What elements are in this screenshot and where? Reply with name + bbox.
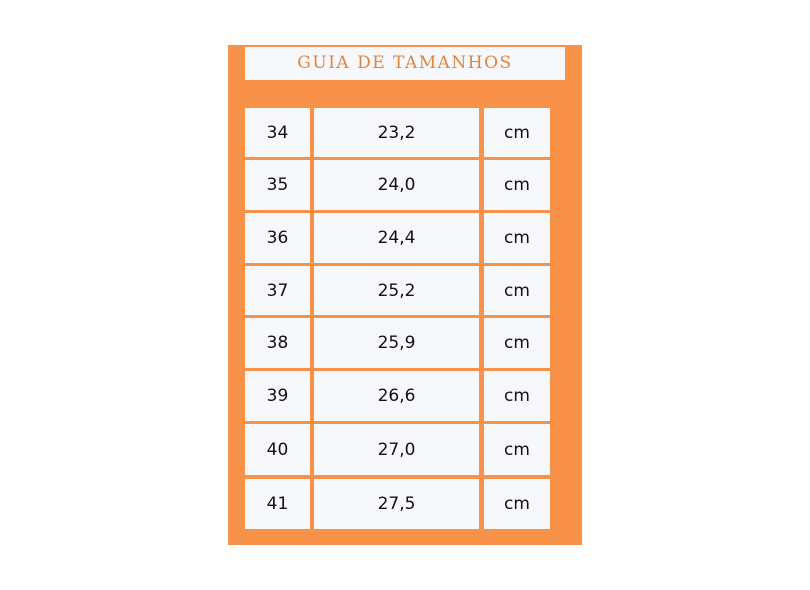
length-cell: 26,6 <box>314 371 479 421</box>
size-cell: 37 <box>245 266 310 315</box>
unit-cell: cm <box>484 266 550 315</box>
size-cell: 39 <box>245 371 310 421</box>
length-cell: 23,2 <box>314 108 479 157</box>
size-cell: 38 <box>245 318 310 368</box>
unit-cell: cm <box>484 371 550 421</box>
size-cell: 36 <box>245 213 310 263</box>
size-guide-panel: GUIA DE TAMANHOS 34 23,2 cm 35 24,0 cm 36 24,4 c… <box>228 45 582 545</box>
size-guide-title: GUIA DE TAMANHOS <box>245 47 565 80</box>
size-cell: 35 <box>245 160 310 210</box>
length-cell: 27,5 <box>314 479 479 529</box>
unit-cell: cm <box>484 479 550 529</box>
unit-cell: cm <box>484 160 550 210</box>
size-cell: 40 <box>245 424 310 475</box>
unit-cell: cm <box>484 213 550 263</box>
unit-cell: cm <box>484 318 550 368</box>
length-cell: 24,0 <box>314 160 479 210</box>
unit-cell: cm <box>484 424 550 475</box>
size-cell: 41 <box>245 479 310 529</box>
length-cell: 27,0 <box>314 424 479 475</box>
size-cell: 34 <box>245 108 310 157</box>
length-cell: 24,4 <box>314 213 479 263</box>
unit-cell: cm <box>484 108 550 157</box>
length-cell: 25,2 <box>314 266 479 315</box>
length-cell: 25,9 <box>314 318 479 368</box>
